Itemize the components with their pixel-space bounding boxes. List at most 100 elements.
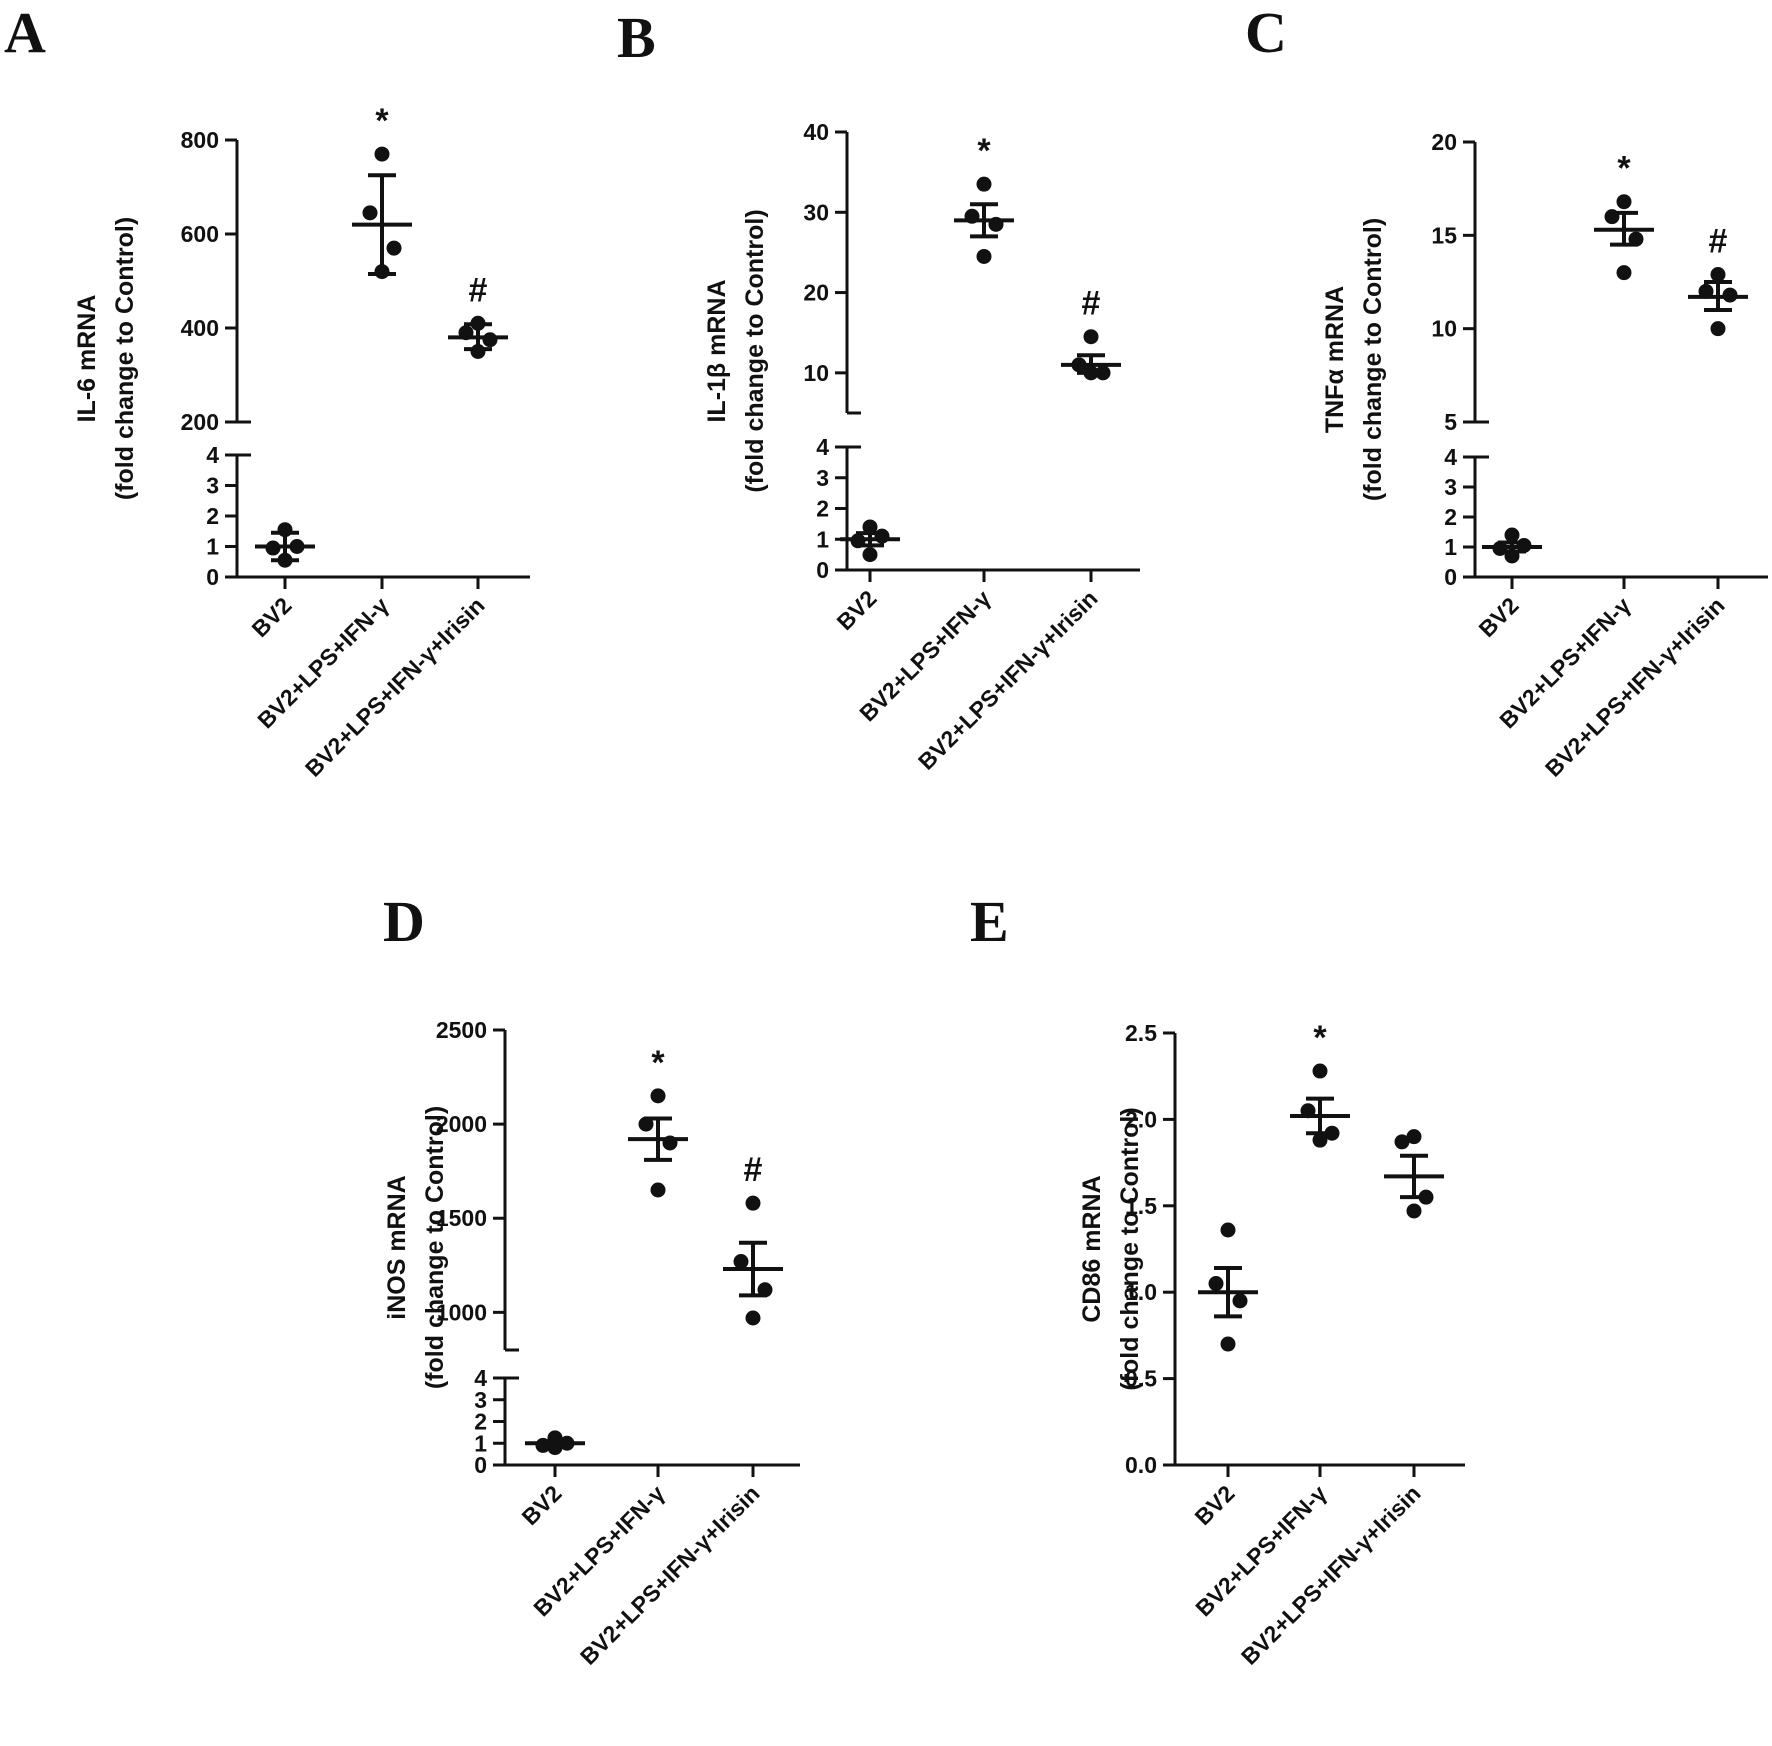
data-point xyxy=(1492,541,1508,556)
data-point xyxy=(1095,365,1111,381)
y-tick-label: 5 xyxy=(1444,409,1457,435)
data-point xyxy=(638,1116,654,1132)
data-point xyxy=(374,146,390,162)
x-category-label: BV2 xyxy=(1190,1480,1240,1530)
data-point xyxy=(470,344,486,359)
y-tick-label: 1 xyxy=(816,526,829,552)
data-point xyxy=(1616,194,1632,210)
x-category-label: BV2+LPS+IFN-γ+Irisin xyxy=(1540,592,1730,782)
y-tick-label: 3 xyxy=(206,473,219,499)
y-tick-label: 10 xyxy=(803,360,829,386)
y-tick-label: 1.0 xyxy=(1125,1279,1157,1305)
y-tick-label: 0 xyxy=(816,557,829,583)
significance-marker: # xyxy=(744,1151,763,1189)
significance-marker: * xyxy=(1313,1019,1327,1057)
y-tick-label: 2 xyxy=(816,496,829,522)
data-point xyxy=(386,240,402,256)
data-point xyxy=(1616,265,1632,281)
y-tick-label: 800 xyxy=(181,127,219,153)
data-point xyxy=(874,528,890,544)
data-point xyxy=(277,522,293,538)
x-category-label: BV2+LPS+IFN-γ+Irisin xyxy=(575,1480,765,1670)
y-tick-label: 0.0 xyxy=(1125,1452,1157,1478)
y-axis-label-line2: (fold change to Control) xyxy=(421,1106,449,1389)
data-point xyxy=(862,547,878,563)
y-tick-label: 3 xyxy=(816,465,829,491)
y-tick-label: 10 xyxy=(1431,316,1457,342)
data-point xyxy=(535,1437,551,1453)
y-tick-label: 1.5 xyxy=(1125,1193,1157,1219)
data-point xyxy=(1220,1336,1236,1352)
y-axis-label: iNOS mRNA (fold change to Control) xyxy=(383,1106,449,1389)
significance-marker: * xyxy=(1617,150,1631,188)
data-point xyxy=(277,552,293,568)
panel-letter: E xyxy=(970,889,1009,954)
y-tick-label: 0 xyxy=(206,564,219,590)
y-tick-label: 2.0 xyxy=(1125,1106,1157,1132)
y-tick-label: 2 xyxy=(1444,504,1457,530)
y-axis-label-line1: TNFα mRNA xyxy=(1321,286,1349,433)
data-point xyxy=(1516,538,1532,553)
significance-marker: # xyxy=(1709,223,1728,261)
significance-marker: # xyxy=(1082,285,1101,323)
y-tick-label: 3 xyxy=(474,1387,487,1413)
data-point xyxy=(1071,357,1087,373)
y-axis-label-line2: (fold change to Control) xyxy=(1359,218,1387,501)
data-point xyxy=(1504,527,1520,543)
y-tick-label: 400 xyxy=(181,315,219,341)
data-point xyxy=(1710,267,1726,283)
data-point xyxy=(482,332,498,348)
data-point xyxy=(1324,1125,1340,1141)
data-point xyxy=(374,264,390,280)
panel-c: C 0 1 2 3 4 5 10 15 20 TNFα mRNA (fold change to Co… xyxy=(1245,0,1768,782)
data-point xyxy=(650,1088,666,1104)
x-category-label: BV2 xyxy=(832,585,882,635)
data-point xyxy=(976,248,992,264)
y-axis-label: TNFα mRNA (fold change to Control) xyxy=(1321,218,1387,501)
panel-a: A 0 1 2 3 4 200 400 600 800 IL-6 mRNA (fold change … xyxy=(4,0,530,782)
data-point xyxy=(1628,231,1644,247)
data-point xyxy=(1504,548,1520,564)
data-point xyxy=(1208,1276,1224,1292)
panel-b: B 0 1 2 3 4 10 20 30 40 IL-1β mRNA (fold change to … xyxy=(617,5,1140,775)
significance-marker: # xyxy=(469,271,488,309)
x-category-label: BV2+LPS+IFN-γ+Irisin xyxy=(300,592,490,782)
y-tick-label: 4 xyxy=(474,1365,487,1391)
y-tick-label: 2000 xyxy=(436,1111,487,1137)
panel-letter: B xyxy=(617,5,656,70)
y-axis-label-line2: (fold change to Control) xyxy=(111,217,139,500)
x-category-label: BV2 xyxy=(247,592,297,642)
data-point xyxy=(650,1182,666,1198)
y-tick-label: 3 xyxy=(1444,474,1457,500)
y-tick-label: 2.5 xyxy=(1125,1020,1157,1046)
y-tick-label: 4 xyxy=(206,442,219,468)
data-point xyxy=(1232,1293,1248,1309)
y-axis-label-line1: IL-6 mRNA xyxy=(73,295,101,423)
data-point xyxy=(289,539,305,554)
panel-e: E 0.0 0.5 1.0 1.5 2.0 2.5 CD86 mRNA (fold change… xyxy=(970,889,1465,1670)
y-tick-label: 1500 xyxy=(436,1205,487,1231)
data-point xyxy=(1698,283,1714,299)
y-tick-label: 15 xyxy=(1431,222,1457,248)
y-tick-label: 20 xyxy=(1431,129,1457,155)
data-point xyxy=(733,1254,749,1270)
y-tick-label: 4 xyxy=(816,434,829,460)
y-axis-label-line2: (fold change to Control) xyxy=(741,209,769,492)
data-point xyxy=(1418,1189,1434,1205)
y-tick-label: 600 xyxy=(181,221,219,247)
data-point xyxy=(745,1310,761,1326)
data-point xyxy=(976,176,992,192)
x-category-label: BV2 xyxy=(517,1480,567,1530)
significance-marker: * xyxy=(375,102,389,140)
y-tick-label: 1 xyxy=(1444,534,1457,560)
x-category-label: BV2+LPS+IFN-γ+Irisin xyxy=(913,585,1103,775)
y-tick-label: 1 xyxy=(206,534,219,560)
data-point xyxy=(1312,1063,1328,1079)
y-tick-label: 40 xyxy=(803,119,829,145)
panel-letter: A xyxy=(4,0,46,65)
data-point xyxy=(1300,1103,1316,1119)
significance-marker: * xyxy=(977,132,991,170)
data-point xyxy=(1722,287,1738,303)
data-point xyxy=(1083,329,1099,345)
